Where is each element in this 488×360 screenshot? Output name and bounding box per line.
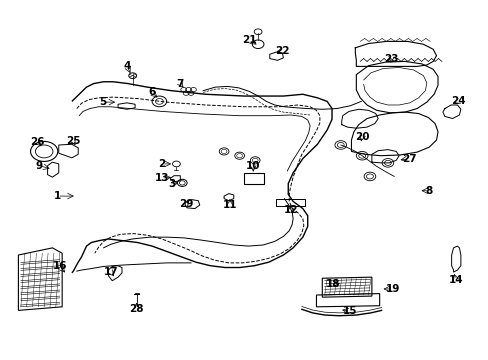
- Text: 6: 6: [148, 87, 155, 98]
- Text: 22: 22: [275, 46, 289, 56]
- Text: 29: 29: [179, 199, 193, 209]
- Text: 20: 20: [354, 132, 368, 142]
- Text: 19: 19: [385, 284, 399, 294]
- Text: 17: 17: [103, 267, 118, 277]
- Text: 16: 16: [52, 261, 67, 271]
- Text: 7: 7: [176, 78, 183, 89]
- Text: 13: 13: [154, 173, 169, 183]
- Text: 24: 24: [450, 96, 465, 107]
- Text: 9: 9: [36, 161, 43, 171]
- Text: 10: 10: [245, 161, 260, 171]
- Text: 21: 21: [242, 35, 256, 45]
- Text: 18: 18: [325, 279, 340, 289]
- Text: 2: 2: [158, 159, 165, 169]
- Text: 8: 8: [425, 186, 432, 196]
- Text: 12: 12: [283, 205, 297, 215]
- Text: 4: 4: [123, 61, 130, 71]
- Text: 25: 25: [66, 136, 81, 147]
- Text: 11: 11: [222, 200, 237, 210]
- Text: 5: 5: [99, 97, 106, 107]
- Text: 15: 15: [343, 306, 357, 316]
- Text: 28: 28: [129, 303, 143, 314]
- Text: 1: 1: [54, 191, 61, 201]
- Text: 26: 26: [31, 138, 45, 148]
- Text: 14: 14: [448, 275, 462, 285]
- Text: 3: 3: [167, 179, 175, 189]
- Text: 23: 23: [383, 54, 398, 64]
- Text: 27: 27: [402, 154, 416, 163]
